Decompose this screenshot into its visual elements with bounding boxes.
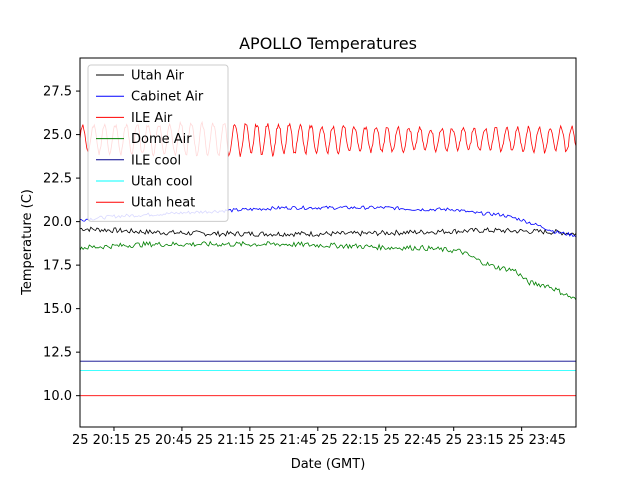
x-axis: 25 20:15 25 20:45 25 21:15 25 21:45 25 2… <box>72 427 566 448</box>
legend-box <box>87 64 229 222</box>
x-tick-labels: 25 20:15 25 20:45 25 21:15 25 21:45 25 2… <box>72 433 566 448</box>
y-tick-label: 12.5 <box>43 346 72 361</box>
legend-label: Utah cool <box>131 175 193 190</box>
y-tick-label: 20.0 <box>43 215 72 230</box>
series-line-utah-air <box>79 226 577 238</box>
legend-label: Utah Air <box>131 69 184 84</box>
y-tick-label: 15.0 <box>43 302 72 317</box>
legend-label: Cabinet Air <box>131 90 204 105</box>
x-axis-label: Date (GMT) <box>291 457 366 472</box>
legend-label: ILE cool <box>131 153 181 168</box>
y-tick-label: 22.5 <box>43 172 72 187</box>
legend: Utah Air Cabinet Air ILE Air Dome Air ILE co… <box>87 64 229 222</box>
y-axis-label: Temperature (C) <box>20 189 35 296</box>
y-tick-label: 27.5 <box>43 85 72 100</box>
y-axis: 10.0 12.5 15.0 17.5 20.0 22.5 25.0 27.5 <box>43 85 80 404</box>
y-tick-label: 10.0 <box>43 389 72 404</box>
legend-label: Utah heat <box>131 196 195 211</box>
y-tick-label: 17.5 <box>43 259 72 274</box>
chart-title: APOLLO Temperatures <box>239 34 417 53</box>
y-tick-label: 25.0 <box>43 128 72 143</box>
series-line-dome-air <box>79 240 577 301</box>
plot-frame <box>79 57 577 428</box>
legend-label: ILE Air <box>131 111 173 126</box>
legend-label: Dome Air <box>131 132 192 147</box>
